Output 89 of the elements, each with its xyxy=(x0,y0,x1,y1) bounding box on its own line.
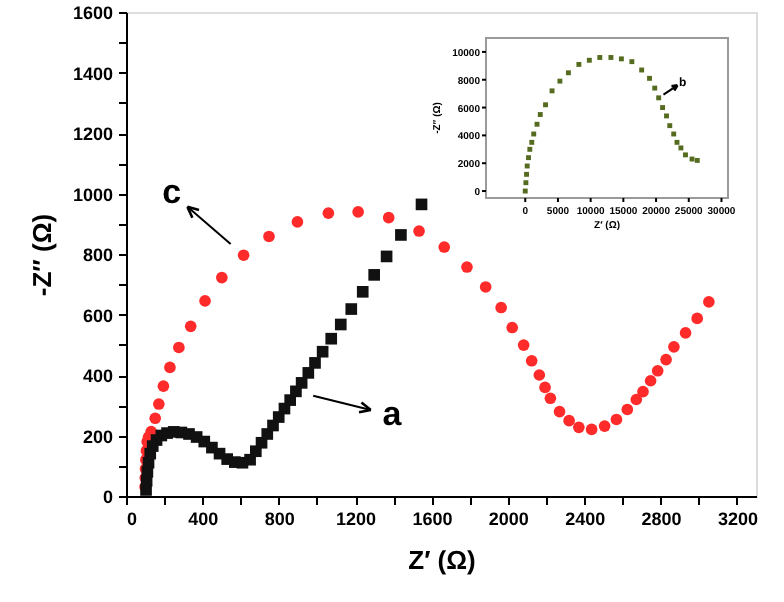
x-tick-label: 800 xyxy=(264,509,295,529)
point xyxy=(660,353,672,366)
y-tick-label: 200 xyxy=(82,426,113,447)
point xyxy=(356,285,369,298)
point xyxy=(263,230,275,243)
point xyxy=(506,321,519,334)
point xyxy=(694,157,700,163)
point xyxy=(678,145,684,151)
x-tick-label: 3200 xyxy=(717,509,758,529)
point xyxy=(630,393,643,406)
point xyxy=(461,261,473,273)
point xyxy=(610,413,623,426)
x-tick-label: 2400 xyxy=(565,509,606,529)
point xyxy=(352,206,364,218)
point xyxy=(585,423,598,436)
y-tick-label: 1200 xyxy=(72,124,113,144)
point xyxy=(668,341,680,353)
point xyxy=(334,318,347,331)
x-tick-label: 1600 xyxy=(412,509,453,529)
point xyxy=(549,88,555,94)
point xyxy=(517,339,530,351)
point xyxy=(656,95,662,101)
text: c xyxy=(162,173,182,212)
y-axis-title: -Z″ (Ω) xyxy=(26,213,57,297)
point xyxy=(523,180,529,186)
point xyxy=(368,269,381,281)
series-label: a xyxy=(382,395,403,434)
point xyxy=(679,327,692,339)
point xyxy=(216,271,228,284)
point xyxy=(553,405,566,418)
point xyxy=(629,59,635,65)
point xyxy=(660,105,666,111)
point xyxy=(395,229,407,241)
x-tick-label: 2000 xyxy=(488,509,529,529)
point xyxy=(149,412,162,425)
point xyxy=(199,295,211,307)
point xyxy=(565,70,571,76)
point xyxy=(345,303,358,315)
point xyxy=(153,398,165,410)
point xyxy=(237,249,250,262)
point xyxy=(173,341,185,354)
point xyxy=(667,123,673,129)
point xyxy=(576,61,582,67)
point xyxy=(184,320,197,333)
y-tick-label: 1400 xyxy=(72,63,113,84)
point xyxy=(302,367,315,379)
point xyxy=(644,374,657,387)
point xyxy=(563,414,575,427)
point xyxy=(525,354,538,367)
point xyxy=(325,332,338,345)
point xyxy=(598,420,611,432)
point xyxy=(295,377,308,389)
point xyxy=(557,78,563,84)
point xyxy=(529,139,535,145)
y-tick-label: 1000 xyxy=(72,184,113,205)
point xyxy=(382,211,395,224)
point xyxy=(652,85,658,91)
x-tick-label: 0 xyxy=(127,509,138,529)
point xyxy=(164,361,176,374)
point xyxy=(309,357,321,369)
point xyxy=(651,364,664,377)
point xyxy=(316,345,329,358)
point xyxy=(539,381,551,394)
x-tick-label: 2800 xyxy=(641,509,682,529)
point xyxy=(157,380,170,393)
point xyxy=(621,403,634,416)
point xyxy=(291,216,304,228)
point xyxy=(495,301,507,314)
point xyxy=(527,146,533,152)
x-axis-title: Z′ (Ω) xyxy=(408,545,476,575)
y-tick-label: 800 xyxy=(82,245,113,265)
point xyxy=(586,57,592,63)
point xyxy=(322,207,335,219)
point xyxy=(533,369,546,381)
y-tick-label: 600 xyxy=(82,305,113,326)
x-tick-label: 1200 xyxy=(336,509,377,529)
point xyxy=(544,392,557,405)
point xyxy=(703,295,715,308)
point xyxy=(618,56,624,62)
y-tick-label: 0 xyxy=(102,487,113,507)
point xyxy=(691,312,704,325)
point xyxy=(573,421,585,434)
y-tick-label: 1600 xyxy=(72,3,113,23)
point xyxy=(438,241,451,253)
point xyxy=(637,385,649,398)
x-tick-label: 400 xyxy=(188,509,219,529)
point xyxy=(479,281,492,293)
y-tick-label: 400 xyxy=(82,366,113,386)
point xyxy=(413,225,425,237)
